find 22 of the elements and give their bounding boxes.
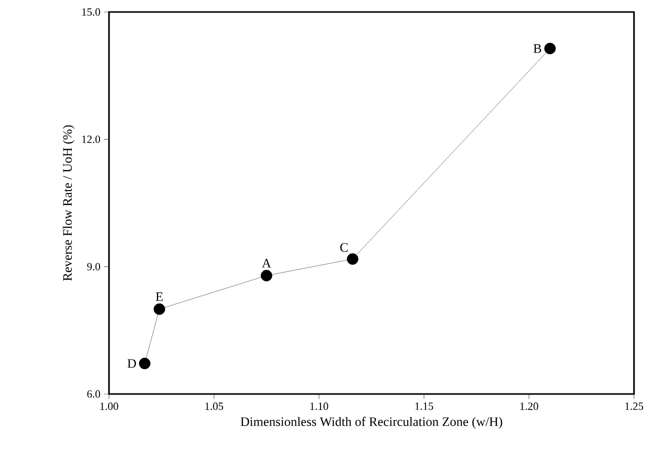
x-tick-label: 1.05 [205,402,224,410]
x-tick-label: 1.15 [415,402,434,410]
point [544,42,556,54]
annotation: E [156,292,163,301]
x-axis-title: Dimensionless Width of Recirculation Zone (w/H) [240,416,502,429]
y-tick-label: 9.0 [87,262,100,270]
annotation: C [340,243,348,252]
y-tick-label: 15.0 [82,8,100,16]
point [346,253,358,265]
x-tick-label: 1.00 [100,402,118,410]
point [154,303,166,315]
x-tick-label: 1.20 [520,402,538,410]
y-tick-label: 6.0 [87,390,100,398]
annotation: A [262,258,272,268]
point [138,358,150,370]
annotation: B [534,44,542,53]
y-axis-title: Reverse Flow Rate / UoH (%) [62,125,74,281]
point [260,270,272,282]
x-tick-label: 1.25 [625,402,644,410]
annotation: D [128,359,136,368]
x-tick-label: 1.10 [310,402,328,410]
y-tick-label: 12.0 [82,136,100,144]
